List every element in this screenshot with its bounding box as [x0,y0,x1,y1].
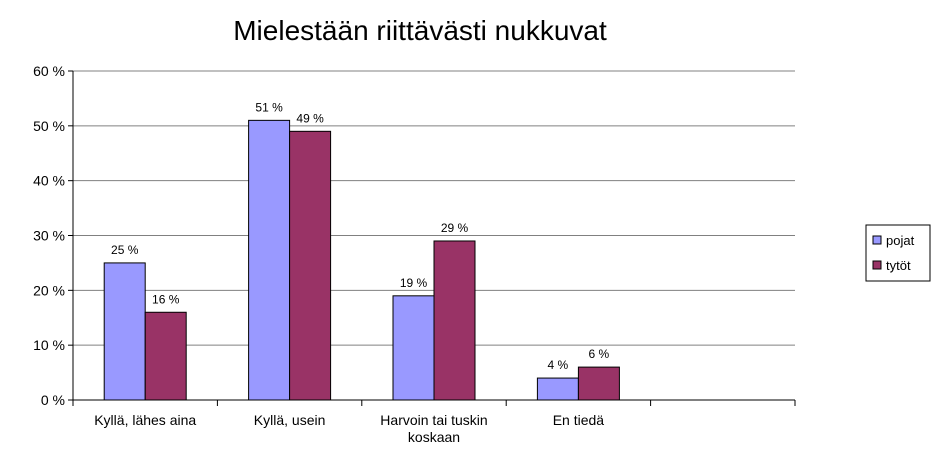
legend-box [865,224,931,282]
bar-pojat [536,377,579,401]
bar-tytöt [289,130,332,401]
legend-swatch [872,235,882,245]
chart-title: Mielestään riittävästi nukkuvat [233,15,607,46]
data-label: 6 % [589,347,610,361]
x-tick-label: Harvoin tai tuskin [380,412,487,428]
bars [103,119,620,401]
data-labels: 25 % 51 % 19 % 4 % 16 % 49 % 29 % 6 % [111,100,610,372]
y-tick-label: 30 % [33,228,65,244]
data-label: 25 % [111,243,139,257]
y-tick-label: 10 % [33,337,65,353]
data-label: 49 % [296,111,324,125]
y-tick-label: 0 % [41,392,65,408]
y-tick-label: 50 % [33,118,65,134]
legend-label: tytöt [886,258,911,273]
y-tick-label: 40 % [33,173,65,189]
legend-swatch [872,260,882,270]
y-tick-label: 60 % [33,63,65,79]
bar-tytöt [577,366,620,401]
legend: pojat tytöt [865,224,931,282]
x-tick-label: Kyllä, usein [254,412,326,428]
bar-pojat [103,262,146,401]
bar-pojat [392,295,435,401]
y-tick-label: 20 % [33,282,65,298]
x-tick-label: En tiedä [553,412,605,428]
x-tick-label: koskaan [408,429,460,445]
gridlines [73,70,795,346]
data-label: 19 % [400,276,428,290]
legend-label: pojat [886,233,915,248]
bar-tytöt [144,311,187,401]
data-label: 51 % [255,100,283,114]
x-tick-label: Kyllä, lähes aina [94,412,196,428]
data-label: 16 % [152,292,180,306]
bar-pojat [248,119,291,401]
data-label: 4 % [548,358,569,372]
data-label: 29 % [441,221,469,235]
bar-tytöt [433,240,476,401]
